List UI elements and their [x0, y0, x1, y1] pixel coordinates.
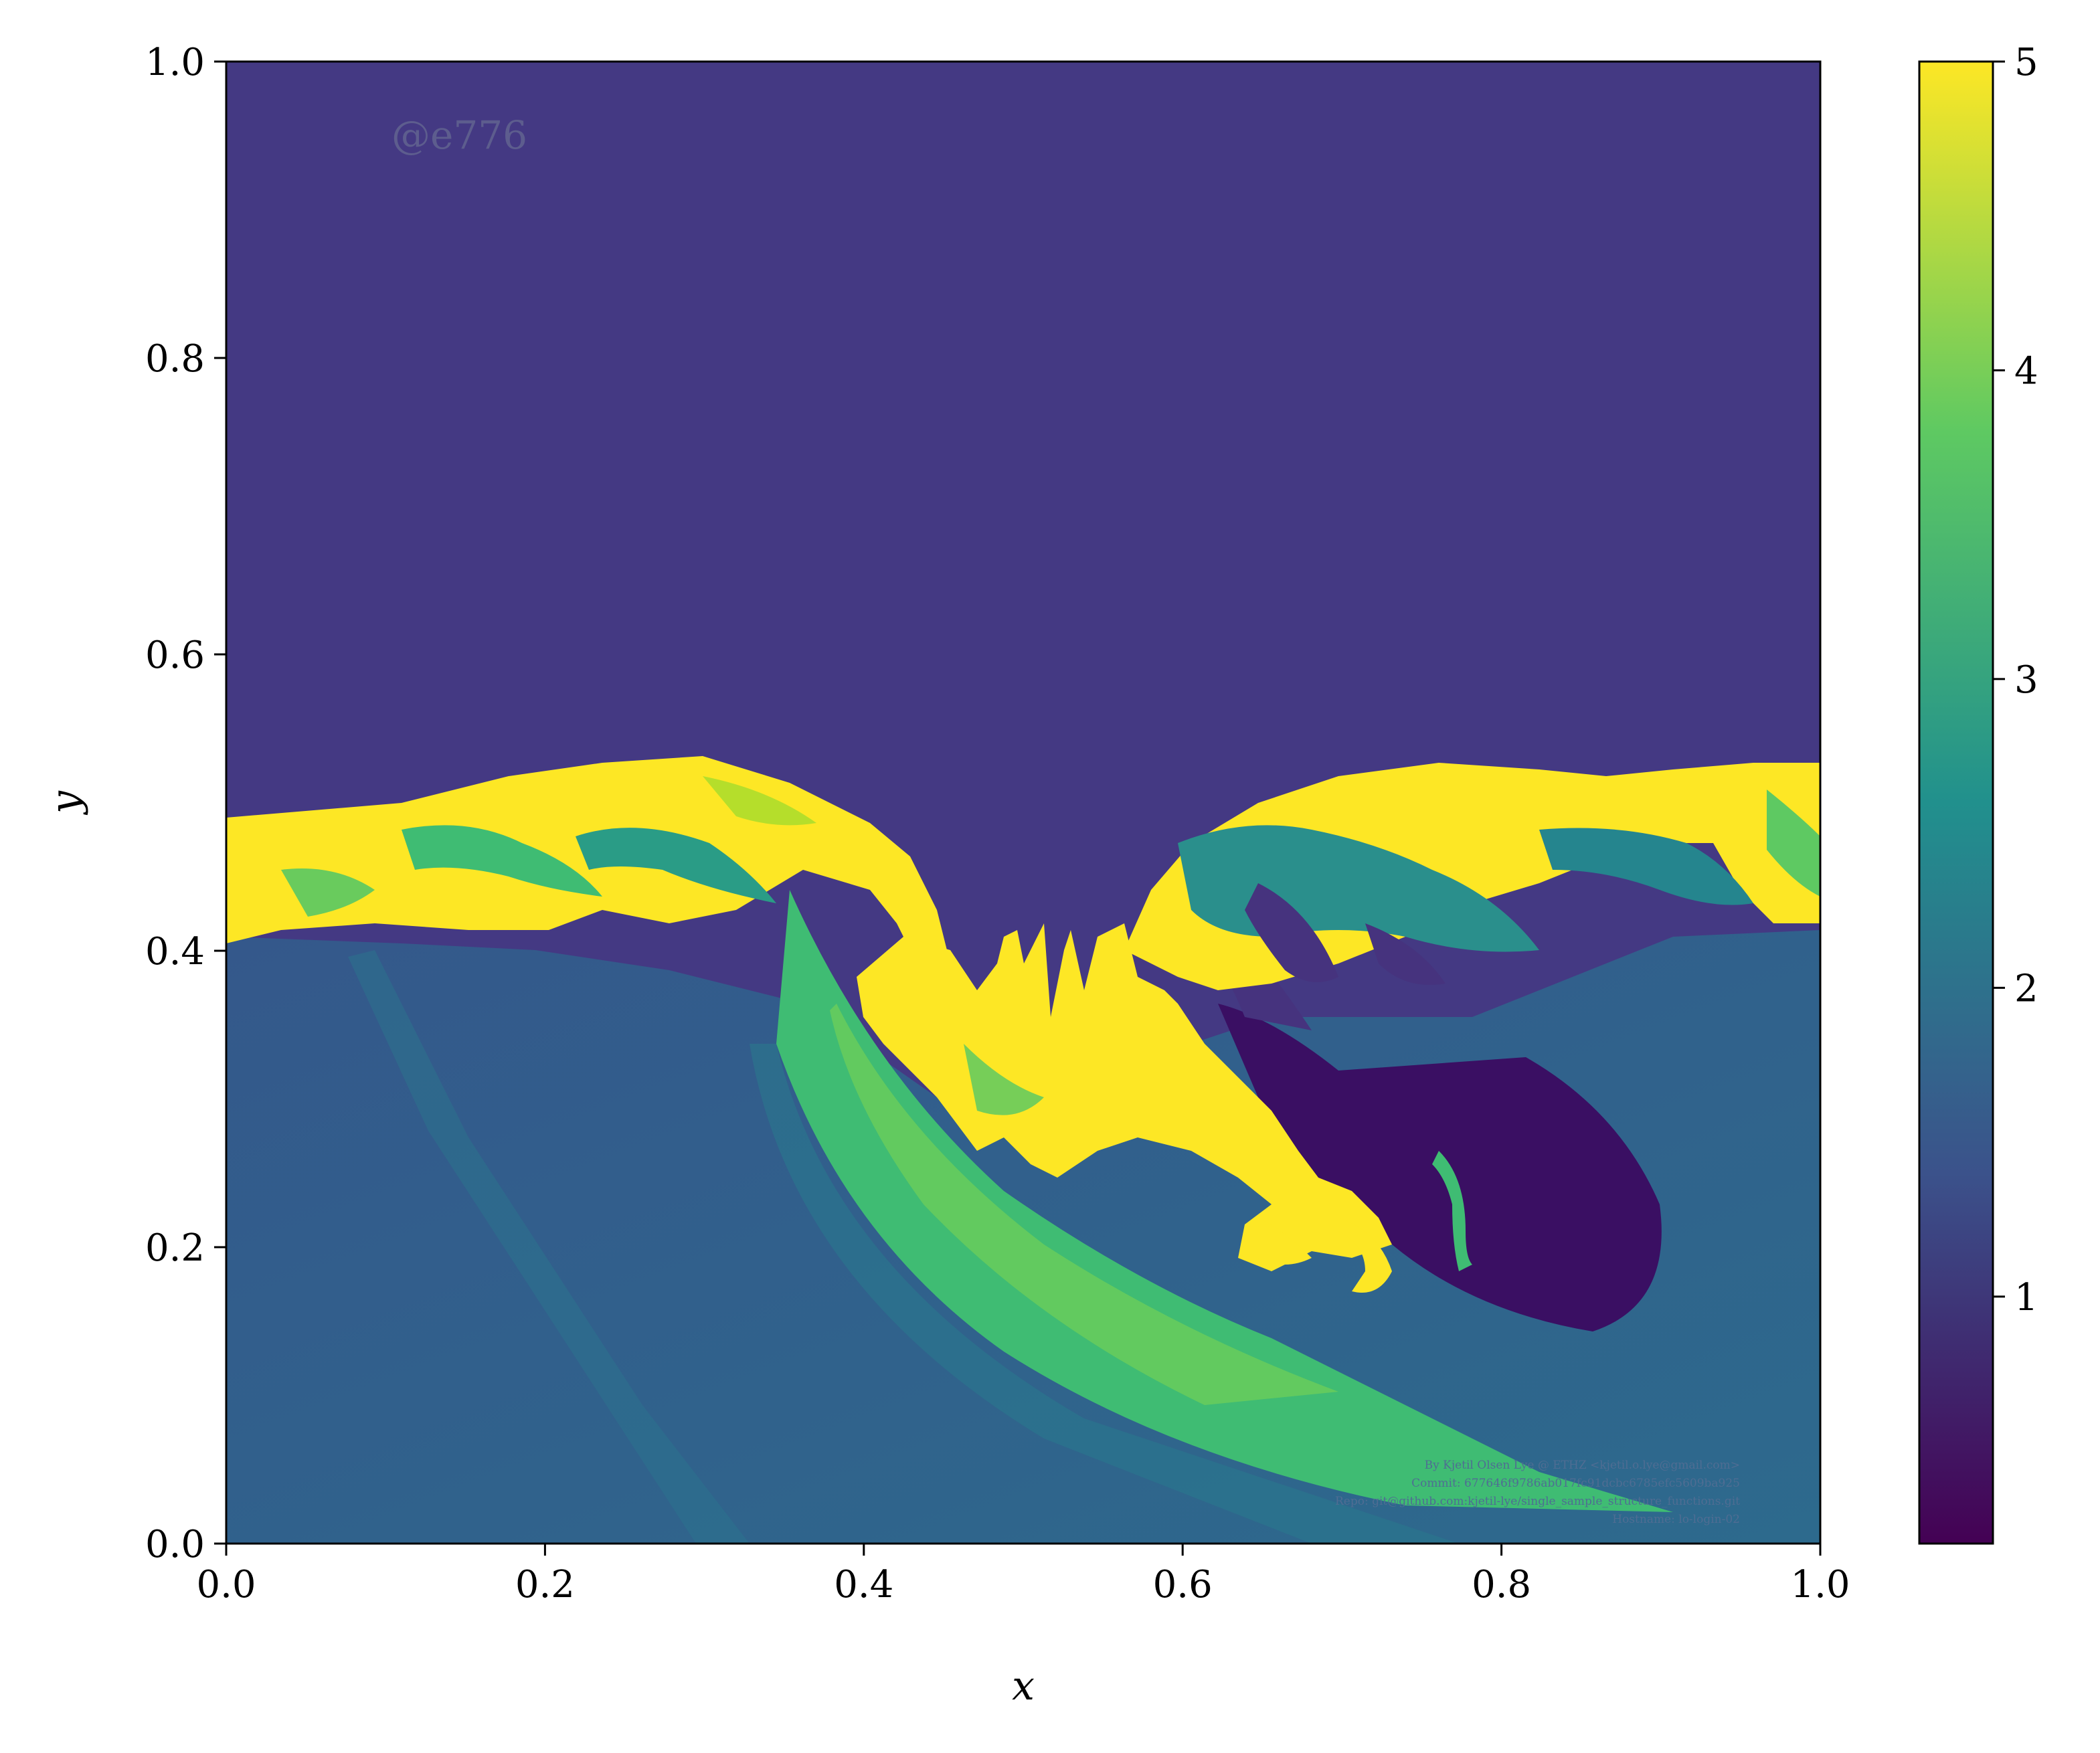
x-axis-label: x [1012, 1663, 1035, 1710]
y-tick-label: 0.2 [145, 1226, 205, 1270]
x-tick-label: 1.0 [1790, 1563, 1850, 1606]
colorbar-tick-label: 3 [2014, 658, 2038, 702]
x-axis-ticks: 0.0 0.2 0.4 0.6 0.8 1.0 [196, 1544, 1850, 1606]
colorbar-tick-label: 1 [2014, 1276, 2038, 1319]
credits-block: By Kjetil Olsen Lye @ ETHZ <kjetil.o.lye… [1335, 1459, 1740, 1526]
credit-line: Repo: git@github.com:kjetil-lye/single_s… [1335, 1495, 1740, 1508]
plot-frame [225, 60, 1822, 1545]
colorbar-ticks: 1 2 3 4 5 [1993, 41, 2038, 1319]
x-tick-label: 0.6 [1153, 1563, 1213, 1606]
y-tick-label: 0.4 [145, 930, 205, 974]
colorbar-tick-label: 2 [2014, 967, 2038, 1010]
y-tick-label: 0.8 [145, 337, 205, 381]
credit-line: By Kjetil Olsen Lye @ ETHZ <kjetil.o.lye… [1425, 1459, 1740, 1472]
y-tick-label: 0.0 [145, 1523, 205, 1566]
x-tick-label: 0.0 [196, 1563, 256, 1606]
y-tick-label: 0.6 [145, 634, 205, 677]
credit-line: Commit: 677646f9786ab017fc91dcbc6785efc5… [1411, 1477, 1740, 1490]
x-tick-label: 0.2 [515, 1563, 575, 1606]
x-tick-label: 0.4 [834, 1563, 893, 1606]
heatmap-field: @e776 By Kjetil Olsen Lye @ ETHZ <kjetil… [226, 62, 1820, 1544]
colorbar [1918, 60, 1994, 1545]
credit-line: Hostname: lo-login-02 [1612, 1513, 1740, 1526]
y-tick-label: 1.0 [145, 41, 205, 84]
colorbar-tick-label: 4 [2014, 349, 2038, 393]
x-tick-label: 0.8 [1472, 1563, 1531, 1606]
watermark-label: @e776 [391, 112, 527, 158]
y-axis-label: y [42, 790, 89, 816]
colorbar-tick-label: 5 [2014, 41, 2038, 84]
y-axis-ticks: 0.0 0.2 0.4 0.6 0.8 1.0 [145, 41, 226, 1566]
